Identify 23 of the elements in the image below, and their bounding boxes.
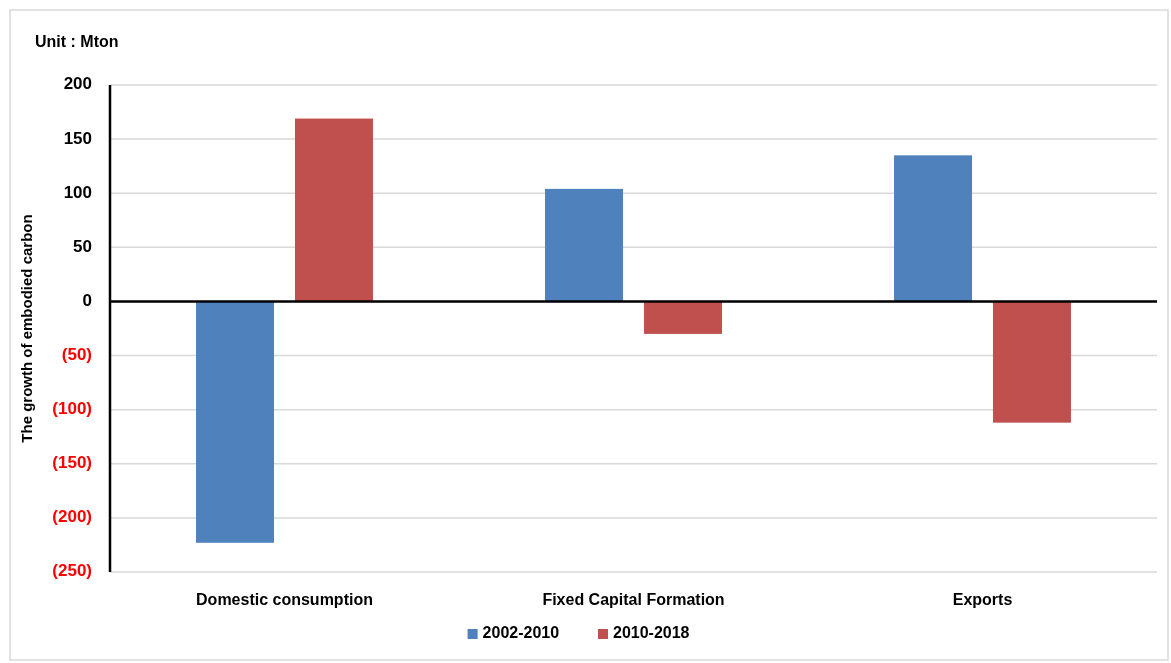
y-tick-label: (100) <box>52 399 92 419</box>
y-tick-label: (200) <box>52 507 92 527</box>
x-tick-label: Fixed Capital Formation <box>542 591 725 609</box>
y-tick-label: 0 <box>82 290 92 310</box>
y-tick-label: 50 <box>73 236 92 256</box>
y-axis-title: The growth of embodied carbon <box>17 214 35 443</box>
bar <box>196 301 275 543</box>
x-tick-label: Domestic consumption <box>196 591 373 609</box>
bar <box>294 118 373 302</box>
y-tick-label: (250) <box>52 561 92 581</box>
bar <box>894 155 973 302</box>
legend-label: 2002-2010 <box>482 624 560 642</box>
bar <box>643 301 722 334</box>
y-tick-label: (50) <box>61 345 92 365</box>
bar <box>545 188 624 302</box>
legend-label: 2010-2018 <box>613 624 690 642</box>
bar <box>992 301 1071 423</box>
y-tick-label: (150) <box>52 453 92 473</box>
text: Unit : Mton <box>35 33 119 50</box>
y-tick-label: 150 <box>63 128 92 148</box>
x-tick-label: Exports <box>952 591 1013 609</box>
y-tick-label: 200 <box>63 74 92 94</box>
y-tick-label: 100 <box>63 182 92 202</box>
